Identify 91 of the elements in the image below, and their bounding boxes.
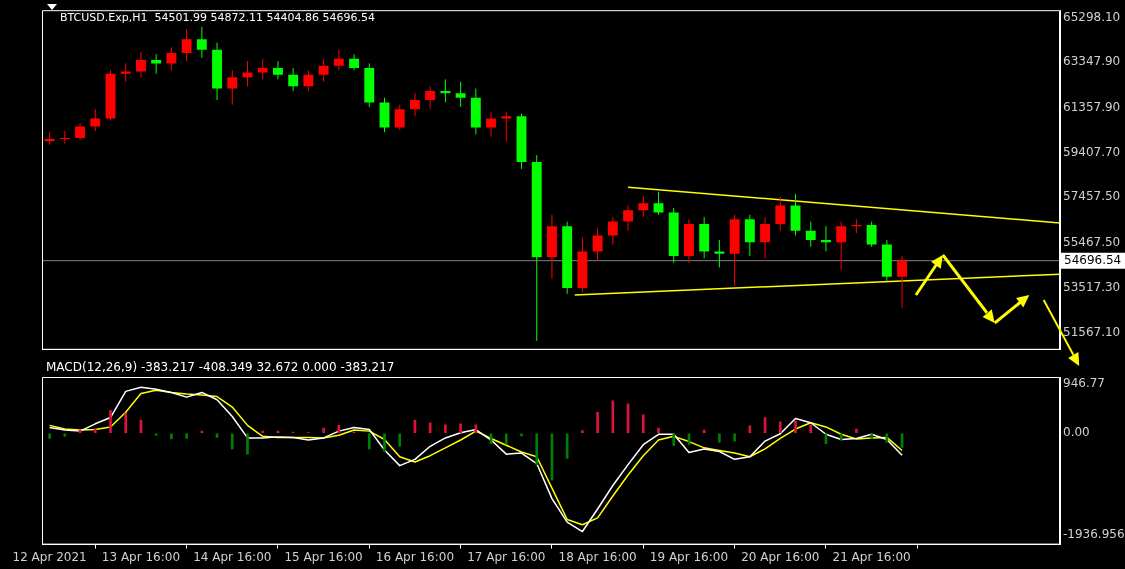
y-tick-label: 55467.50 bbox=[1063, 235, 1121, 250]
bar bbox=[124, 413, 128, 434]
x-tick-label: 12 Apr 2021 bbox=[12, 549, 87, 564]
bar bbox=[794, 420, 797, 434]
bar bbox=[246, 433, 249, 455]
chart-title: MACD(12,26,9) -383.217 -408.349 32.672 0.000 -383.217 bbox=[46, 360, 395, 375]
candlestick bbox=[760, 216, 771, 259]
ref-line-label: 54696.54 bbox=[1064, 252, 1122, 267]
bar bbox=[185, 433, 188, 439]
bar bbox=[702, 429, 706, 434]
bar bbox=[870, 433, 873, 439]
candlestick bbox=[181, 28, 192, 62]
bar bbox=[520, 433, 523, 437]
candlestick bbox=[136, 51, 146, 78]
candlestick bbox=[333, 49, 344, 71]
x-tick-label: 17 Apr 16:00 bbox=[467, 549, 546, 564]
bar bbox=[48, 433, 51, 439]
bar bbox=[733, 433, 736, 442]
y-tick-label: 946.77 bbox=[1063, 375, 1105, 390]
candlestick bbox=[775, 195, 786, 232]
bar bbox=[109, 409, 112, 434]
bar bbox=[459, 423, 462, 434]
y-tick-label: 59407.70 bbox=[1063, 144, 1121, 159]
candlestick bbox=[836, 221, 847, 271]
bar bbox=[444, 424, 447, 434]
candlestick bbox=[166, 46, 177, 71]
candlestick bbox=[273, 60, 283, 80]
bar bbox=[641, 414, 645, 434]
bar bbox=[504, 433, 508, 445]
candlestick bbox=[455, 81, 466, 108]
x-tick-label: 20 Apr 16:00 bbox=[741, 549, 820, 564]
candlestick bbox=[303, 69, 314, 92]
x-tick-label: 19 Apr 16:00 bbox=[649, 549, 729, 564]
x-tick-label: 15 Apr 16:00 bbox=[284, 549, 363, 564]
bar bbox=[718, 433, 721, 443]
bar bbox=[657, 427, 660, 434]
x-tick-label: 14 Apr 16:00 bbox=[193, 549, 272, 564]
bar bbox=[809, 425, 813, 434]
x-tick-label: 13 Apr 16:00 bbox=[101, 549, 181, 564]
bar bbox=[581, 430, 584, 434]
candlestick bbox=[227, 69, 238, 106]
bar bbox=[398, 433, 402, 447]
candlestick bbox=[851, 218, 862, 234]
y-tick-label: 57457.50 bbox=[1063, 189, 1121, 204]
y-tick-label: 63347.90 bbox=[1063, 54, 1121, 69]
x-tick-label: 21 Apr 16:00 bbox=[832, 549, 911, 564]
bar bbox=[855, 428, 858, 434]
bar bbox=[565, 433, 569, 459]
bar bbox=[535, 433, 539, 465]
candlestick bbox=[394, 104, 405, 131]
bar bbox=[672, 433, 676, 447]
candlestick bbox=[288, 67, 299, 92]
candlestick bbox=[638, 195, 649, 218]
y-tick-label: 0.00 bbox=[1063, 425, 1090, 440]
y-tick-label: -1936.956 bbox=[1063, 526, 1125, 541]
candlestick bbox=[714, 239, 725, 268]
candlestick bbox=[623, 205, 634, 232]
y-tick-label: 61357.90 bbox=[1063, 100, 1121, 115]
candlestick bbox=[805, 221, 816, 248]
candlestick bbox=[196, 26, 207, 59]
candlestick bbox=[120, 62, 131, 83]
bar bbox=[367, 433, 371, 450]
candlestick bbox=[59, 130, 70, 145]
x-tick-label: 16 Apr 16:00 bbox=[375, 549, 455, 564]
y-tick-label: 53517.30 bbox=[1063, 279, 1121, 294]
bar bbox=[322, 427, 325, 434]
candlestick bbox=[607, 216, 618, 246]
x-tick-label: 18 Apr 16:00 bbox=[558, 549, 637, 564]
bar bbox=[428, 422, 432, 434]
candlestick bbox=[257, 58, 268, 80]
candlestick bbox=[410, 92, 420, 117]
bar bbox=[93, 428, 97, 434]
candlestick bbox=[486, 111, 497, 138]
bar bbox=[383, 433, 386, 452]
candlestick bbox=[592, 228, 603, 262]
bar bbox=[230, 433, 234, 450]
bar bbox=[839, 433, 843, 441]
bar bbox=[170, 433, 173, 440]
bar bbox=[778, 421, 782, 434]
candlestick bbox=[425, 85, 436, 110]
candlestick bbox=[318, 58, 329, 83]
candlestick bbox=[90, 108, 101, 132]
bar bbox=[154, 433, 158, 436]
candlestick bbox=[744, 214, 755, 257]
y-tick-label: 51567.10 bbox=[1063, 324, 1121, 339]
y-tick-label: 65298.10 bbox=[1063, 9, 1121, 24]
candlestick bbox=[866, 221, 877, 248]
bar bbox=[596, 411, 599, 434]
candlestick bbox=[897, 255, 908, 309]
chart-title: BTCUSD.Exp,H1 54501.99 54872.11 54404.86 54696.54 bbox=[60, 10, 375, 24]
bar bbox=[261, 430, 265, 434]
